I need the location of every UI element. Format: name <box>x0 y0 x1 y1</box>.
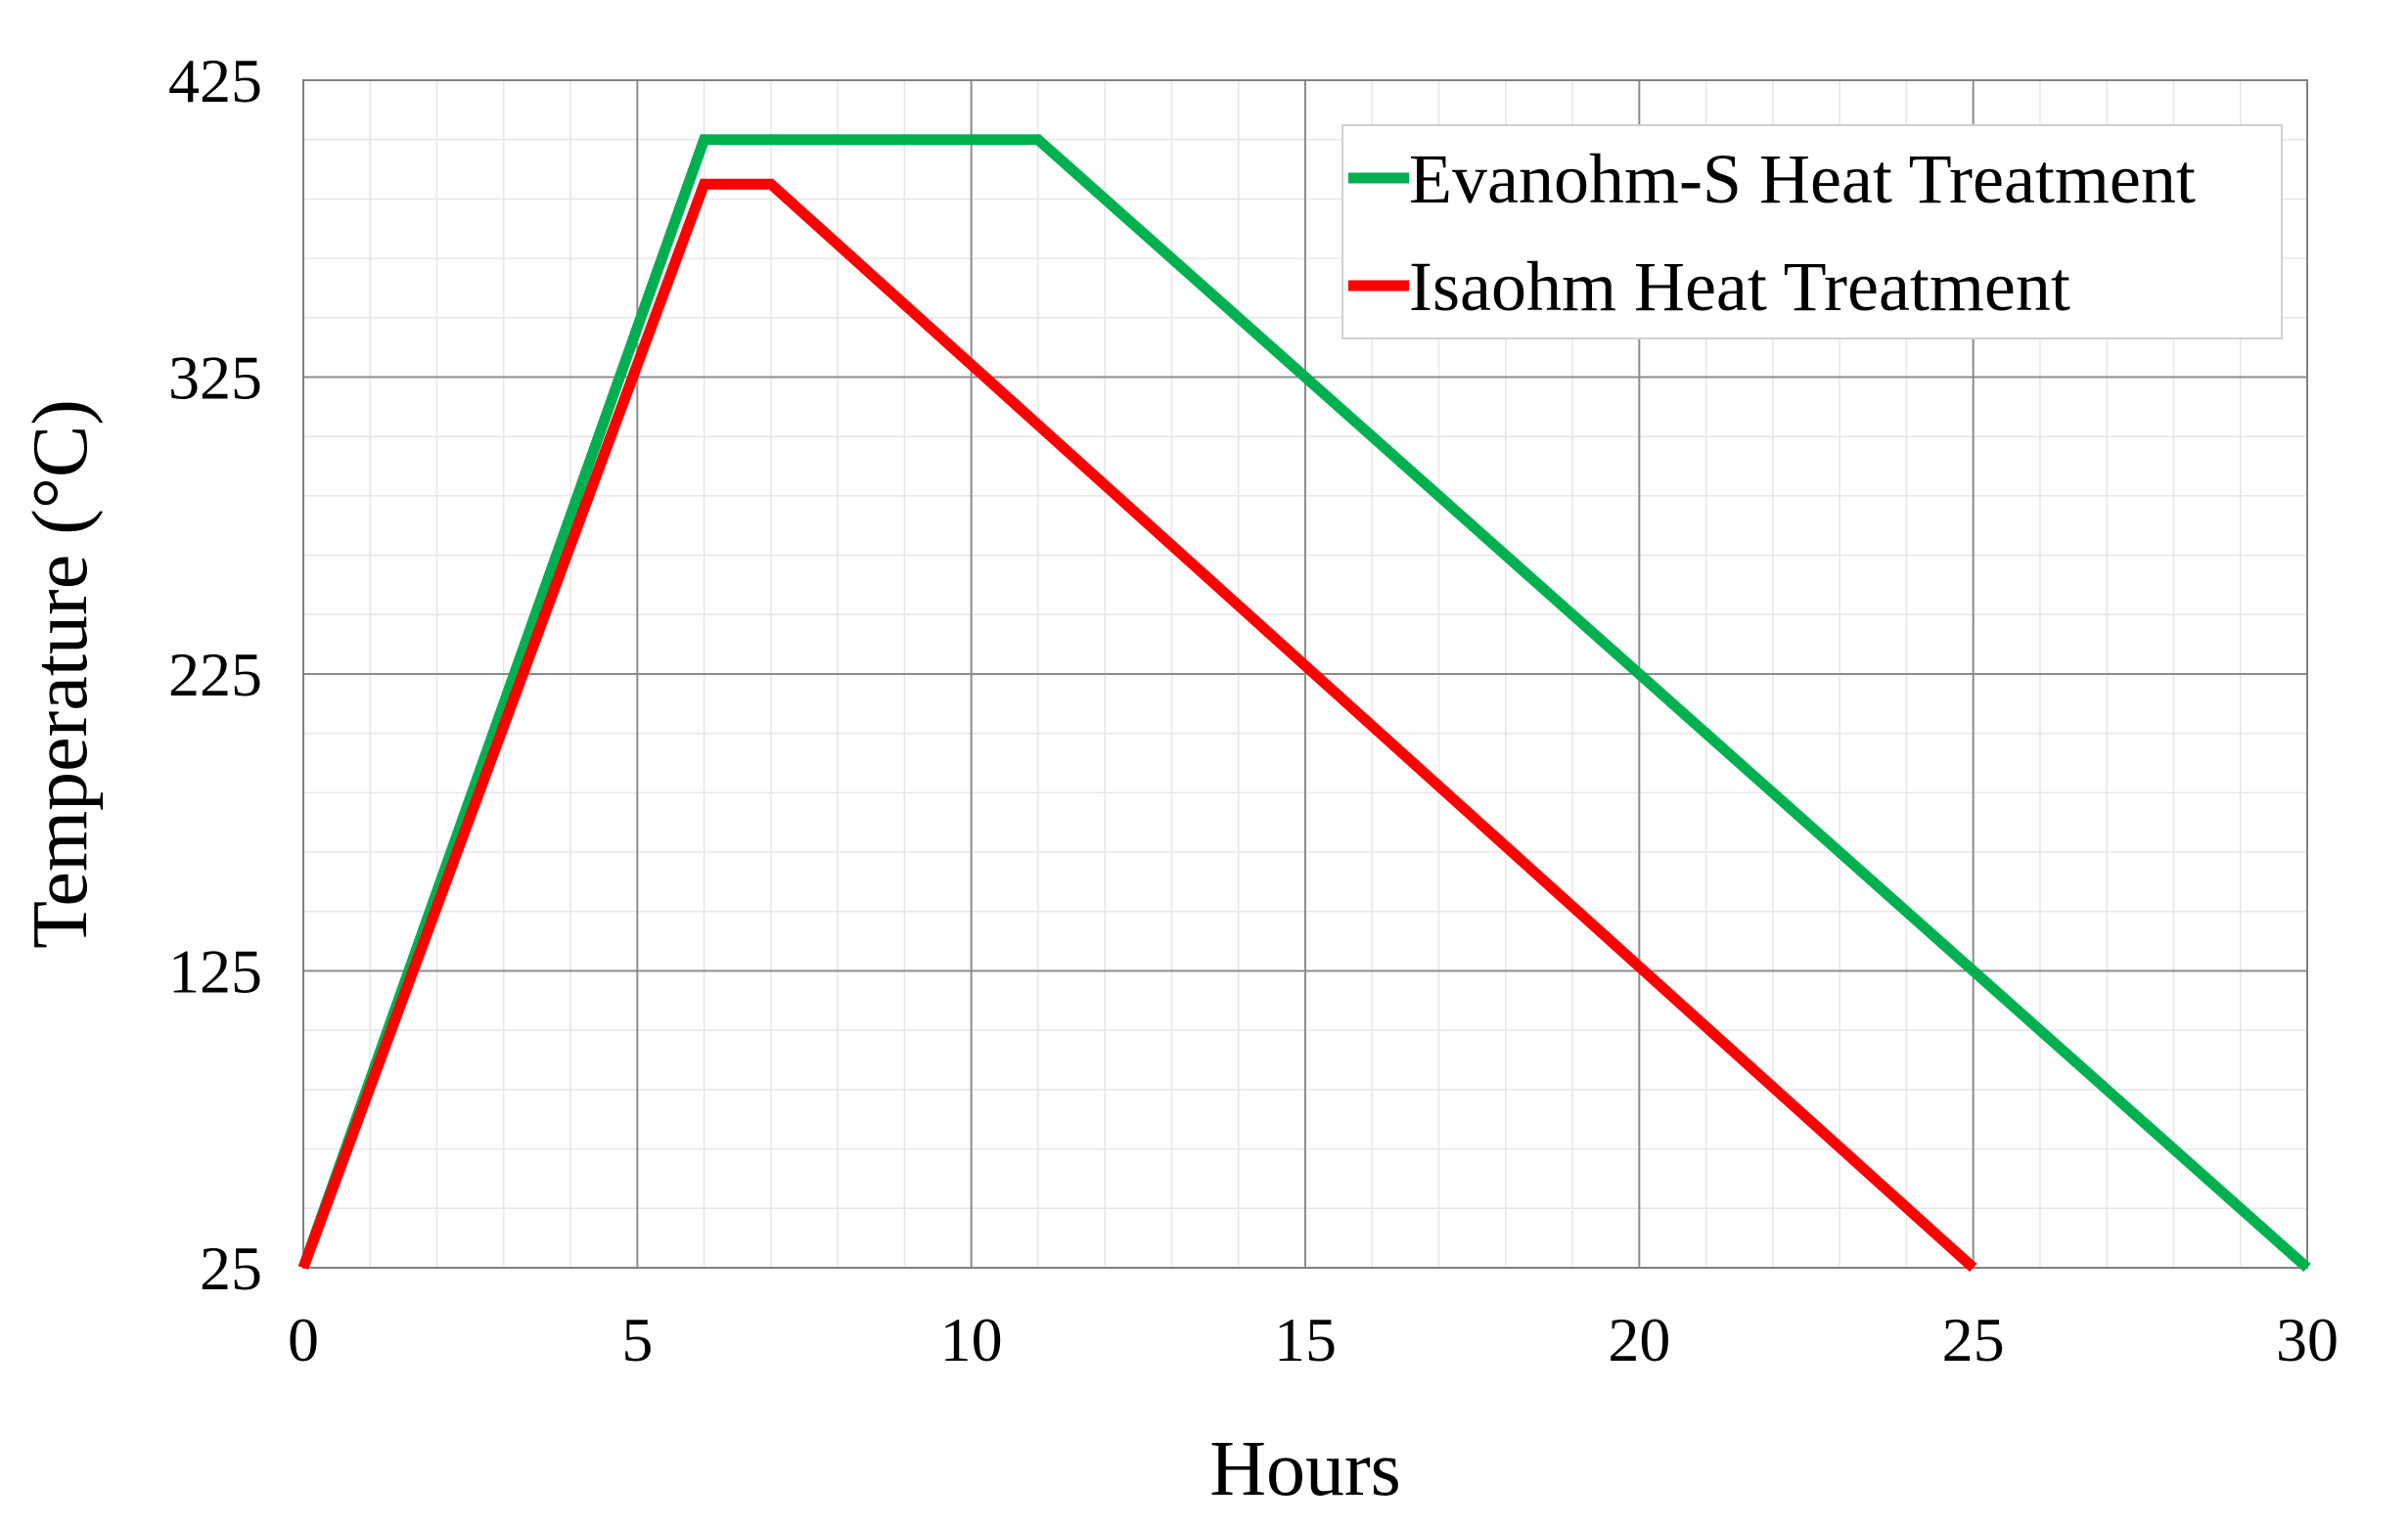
y-tick-label: 125 <box>168 937 262 1007</box>
y-tick-label: 225 <box>168 640 262 709</box>
series-layer <box>297 134 2311 1273</box>
y-tick-label: 25 <box>200 1234 262 1303</box>
x-tick-label: 20 <box>1608 1305 1670 1374</box>
x-axis-title: Hours <box>1209 1426 1401 1512</box>
x-axis-tick-labels: 0 5 10 15 20 25 30 <box>288 1305 2339 1374</box>
legend-label-evanohm: Evanohm-S Heat Treatment <box>1409 140 2196 218</box>
plot-area-border <box>302 79 2308 1269</box>
series-line-isaohm <box>297 178 1977 1273</box>
y-axis-title: Temperature (°C) <box>18 399 104 949</box>
legend-label-isaohm: Isaohm Heat Treatment <box>1409 247 2070 326</box>
series-line-evanohm <box>297 134 2311 1273</box>
x-tick-label: 30 <box>2276 1305 2339 1374</box>
x-tick-label: 10 <box>940 1305 1003 1374</box>
legend-box <box>1341 124 2283 339</box>
legend: Evanohm-S Heat Treatment Isaohm Heat Tre… <box>1341 124 2283 339</box>
y-tick-label: 325 <box>168 343 262 413</box>
x-tick-label: 0 <box>288 1305 319 1374</box>
x-tick-label: 5 <box>621 1305 653 1374</box>
x-tick-label: 25 <box>1942 1305 2005 1374</box>
x-tick-label: 15 <box>1274 1305 1337 1374</box>
y-tick-label: 425 <box>168 46 262 115</box>
y-axis-tick-labels: 25 125 225 325 425 <box>168 46 262 1303</box>
